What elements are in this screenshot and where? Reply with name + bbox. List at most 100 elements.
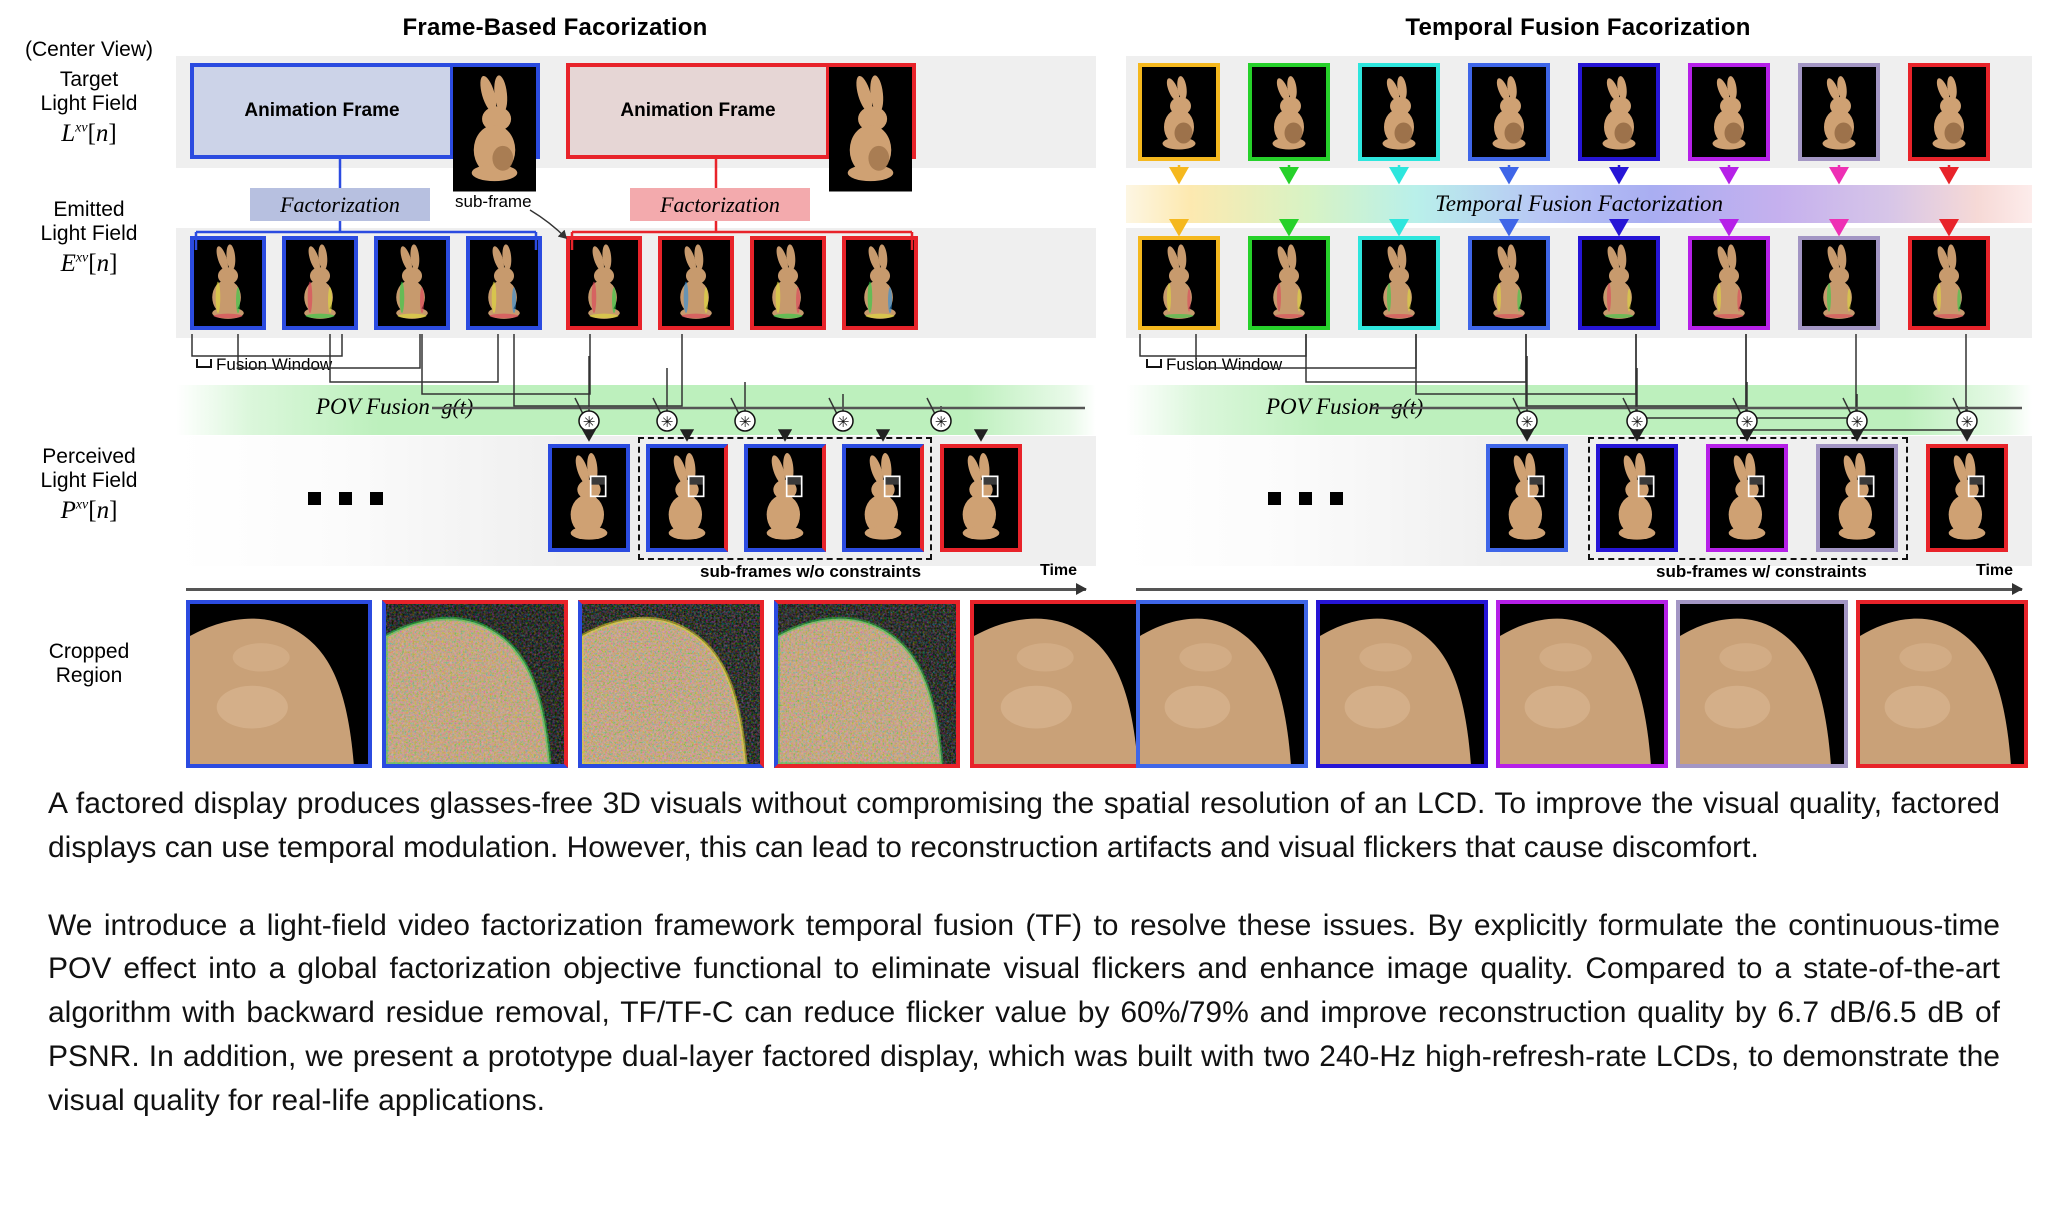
factorization-chip-2-label: Factorization <box>660 191 780 217</box>
paragraph-2: We introduce a light-field video factori… <box>48 908 2000 1117</box>
row-label-cropped-line2: Region <box>55 664 123 688</box>
ellipsis-left <box>308 492 383 505</box>
bunny-image <box>1472 67 1546 157</box>
bunny-image-noisy <box>754 240 822 326</box>
bunny-image-noisy <box>1582 240 1656 326</box>
bunny-image-noisy <box>1692 240 1766 326</box>
row-label-target-line2: Light Field <box>40 92 138 116</box>
perceived-tile <box>842 444 924 552</box>
row-symbol-emitted: Exv[n] <box>60 249 118 277</box>
bunny-image-clean <box>1930 448 2004 548</box>
frame-based-factorization-panel: Frame-Based Facorization (Center View) T… <box>0 0 1156 770</box>
bunny-image-noisy <box>194 240 262 326</box>
bunny-image-noisy <box>286 240 354 326</box>
crop-tile <box>1136 600 1308 768</box>
row-label-cropped-line1: Cropped <box>48 640 130 663</box>
paragraph-1: A factored display produces glasses-free… <box>48 787 2000 864</box>
crop-tile <box>1856 600 2028 768</box>
target-tile <box>1358 63 1440 161</box>
crop-tile-noisy <box>578 600 764 768</box>
emitted-tile <box>1798 236 1880 330</box>
temporal-fusion-bar-label: Temporal Fusion Factorization <box>1435 191 1723 216</box>
crop-tile <box>186 600 372 768</box>
row-label-perceived-line1: Perceived <box>42 445 136 468</box>
pov-fusion-label-right: POV Fusion g(t) <box>1266 394 1424 419</box>
animation-frame-1-label: Animation Frame <box>194 67 450 155</box>
bunny-image-clean <box>1710 448 1784 548</box>
bunny-image-clean <box>1820 448 1894 548</box>
emitted-tile <box>190 236 266 330</box>
bunny-image-noisy <box>378 240 446 326</box>
ellipsis-right <box>1268 492 1343 505</box>
temporal-fusion-bar: Temporal Fusion Factorization <box>1126 185 2032 223</box>
emitted-tile <box>750 236 826 330</box>
subframes-caption-left: sub-frames w/o constraints <box>700 562 922 581</box>
crop-tile-noisy <box>382 600 568 768</box>
pov-fusion-bar-right: POV Fusion g(t) <box>1126 385 2032 435</box>
perceived-tile <box>1596 444 1678 552</box>
row-label-perceived-line2: Light Field <box>40 469 138 493</box>
subframes-dashed-box-left <box>638 437 932 560</box>
timeline-right <box>1136 583 2023 595</box>
subframes-dashed-box-right <box>1588 437 1908 560</box>
bunny-image <box>1362 67 1436 157</box>
bunny-image <box>453 67 536 192</box>
temporal-fusion-factorization-panel: Temporal Fusion Facorization Temporal Fu… <box>1110 0 2046 770</box>
emitted-tile <box>1358 236 1440 330</box>
bunny-image-noisy <box>662 240 730 326</box>
sub-frame-note: sub-frame <box>455 192 532 211</box>
right-panel-title: Temporal Fusion Facorization <box>1405 14 1751 41</box>
bunny-image-noisy <box>1472 240 1546 326</box>
perceived-tile <box>646 444 728 552</box>
crop-tile <box>970 600 1156 768</box>
emitted-tile <box>658 236 734 330</box>
fusion-window-label-right: Fusion Window <box>1146 355 1282 375</box>
pov-fusion-label-left: POV Fusion g(t) <box>316 394 474 419</box>
crop-tile <box>1316 600 1488 768</box>
bunny-image-noisy <box>1252 240 1326 326</box>
perceived-tile <box>1486 444 1568 552</box>
perceived-tile <box>1816 444 1898 552</box>
bunny-image-noisy <box>570 240 638 326</box>
row-symbol-target: Lxv[n] <box>61 119 117 147</box>
bunny-image <box>829 67 912 192</box>
emitted-tile <box>842 236 918 330</box>
crop-tile <box>1496 600 1668 768</box>
bunny-image-clean <box>944 448 1018 548</box>
perceived-tile <box>744 444 826 552</box>
row-label-emitted: Emitted Light Field Exv[n] <box>14 198 164 278</box>
bunny-image-clean <box>650 448 724 548</box>
emitted-tile <box>1468 236 1550 330</box>
bunny-image-noisy <box>1912 240 1986 326</box>
bunny-image <box>1912 67 1986 157</box>
left-panel-title: Frame-Based Facorization <box>402 14 708 41</box>
teaser-figure: Frame-Based Facorization (Center View) T… <box>0 0 2046 770</box>
animation-frame-2-thumbnail <box>826 67 912 192</box>
row-label-emitted-line1: Emitted <box>53 198 125 221</box>
animation-frame-2-label: Animation Frame <box>570 67 826 155</box>
time-label-right: Time <box>1976 562 2014 579</box>
bunny-image <box>1142 67 1216 157</box>
target-tile <box>1468 63 1550 161</box>
emitted-tile <box>1578 236 1660 330</box>
perceived-tile <box>940 444 1022 552</box>
bunny-image <box>1582 67 1656 157</box>
factorization-chip-1-label: Factorization <box>280 191 400 217</box>
target-tile <box>1138 63 1220 161</box>
bunny-image-clean <box>1490 448 1564 548</box>
animation-frame-2: Animation Frame <box>566 63 916 192</box>
animation-frame-1: Animation Frame <box>190 63 540 192</box>
emitted-tile <box>566 236 642 330</box>
bunny-image <box>1692 67 1766 157</box>
time-label-left: Time <box>1040 562 1078 579</box>
crop-tile <box>1676 600 1848 768</box>
fusion-window-label-left: Fusion Window <box>196 355 332 375</box>
bunny-image-noisy <box>1142 240 1216 326</box>
abstract-text: A factored display produces glasses-free… <box>48 782 2000 1123</box>
emitted-tile <box>1138 236 1220 330</box>
factorization-chip-1: Factorization <box>250 188 430 221</box>
row-label-target: Target Light Field Lxv[n] <box>14 68 164 148</box>
emitted-tile <box>374 236 450 330</box>
bunny-image-clean <box>846 448 920 548</box>
bunny-image-clean <box>1600 448 1674 548</box>
